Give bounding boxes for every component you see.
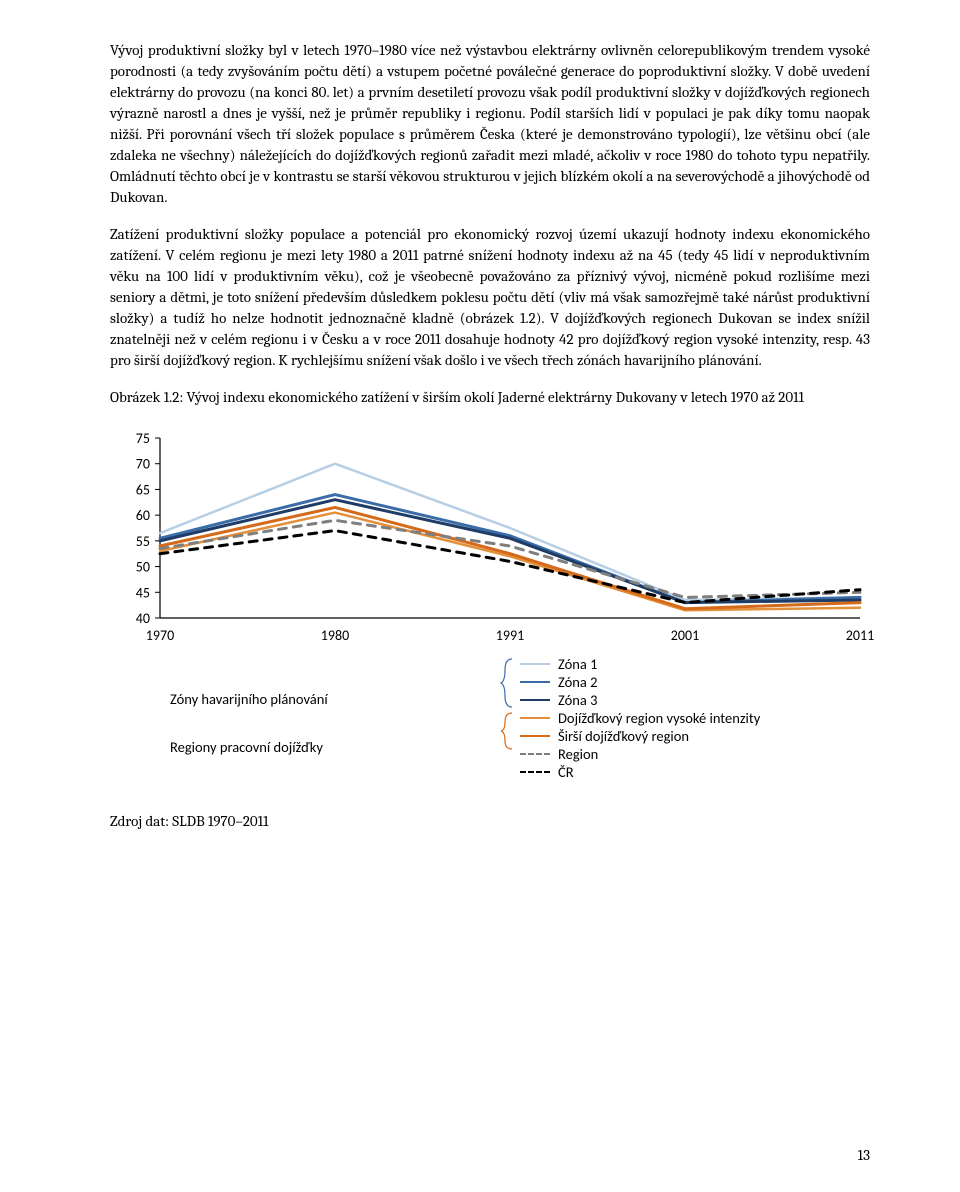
legend-item: Zóna 3 (520, 692, 760, 708)
legend-item: Region (520, 746, 760, 762)
figure-caption: Obrázek 1.2: Vývoj indexu ekonomického z… (110, 387, 870, 408)
legend-swatch (520, 771, 550, 773)
svg-text:50: 50 (136, 559, 150, 576)
legend-swatch (520, 681, 550, 683)
svg-text:65: 65 (136, 481, 150, 498)
svg-text:60: 60 (136, 507, 150, 524)
legend-label: Širší dojížďkový region (558, 727, 689, 745)
page-number: 13 (858, 1146, 870, 1164)
svg-text:2001: 2001 (671, 627, 699, 644)
legend-swatch (520, 735, 550, 737)
legend-brackets-icon (500, 656, 520, 786)
legend-label: Dojížďkový region vysoké intenzity (558, 709, 760, 727)
chart-legend: Zóny havarijního plánování Regiony praco… (110, 656, 870, 790)
svg-text:70: 70 (136, 456, 150, 473)
chart-container: 404550556065707519701980199120012011 Zón… (110, 428, 870, 790)
legend-item: Širší dojížďkový region (520, 728, 760, 744)
legend-group-commute-label: Regiony pracovní dojížďky (170, 723, 500, 771)
legend-label: Zóna 1 (558, 655, 597, 673)
legend-label: Region (558, 745, 598, 763)
svg-text:2011: 2011 (846, 627, 874, 644)
svg-text:1991: 1991 (496, 627, 524, 644)
svg-text:75: 75 (136, 430, 150, 447)
legend-item: Dojížďkový region vysoké intenzity (520, 710, 760, 726)
legend-group-zones-label: Zóny havarijního plánování (170, 675, 500, 723)
legend-item: Zóna 1 (520, 656, 760, 672)
svg-text:1970: 1970 (146, 627, 174, 644)
legend-item: Zóna 2 (520, 674, 760, 690)
data-source: Zdroj dat: SLDB 1970–2011 (110, 812, 870, 830)
body-paragraph-2: Zatížení produktivní složky populace a p… (110, 224, 870, 371)
legend-swatch (520, 663, 550, 665)
svg-text:1980: 1980 (321, 627, 349, 644)
svg-text:40: 40 (136, 610, 150, 627)
legend-label: ČR (558, 763, 574, 781)
svg-text:45: 45 (136, 584, 150, 601)
legend-item: ČR (520, 764, 760, 780)
body-paragraph-1: Vývoj produktivní složky byl v letech 19… (110, 40, 870, 208)
legend-swatch (520, 699, 550, 701)
legend-label: Zóna 2 (558, 673, 597, 691)
svg-text:55: 55 (136, 533, 150, 550)
line-chart: 40 45 50 55 60 65 70 75 1970 1980 1991 2001 2011 (110, 428, 880, 648)
legend-swatch (520, 717, 550, 719)
legend-label: Zóna 3 (558, 691, 597, 709)
legend-swatch (520, 753, 550, 755)
